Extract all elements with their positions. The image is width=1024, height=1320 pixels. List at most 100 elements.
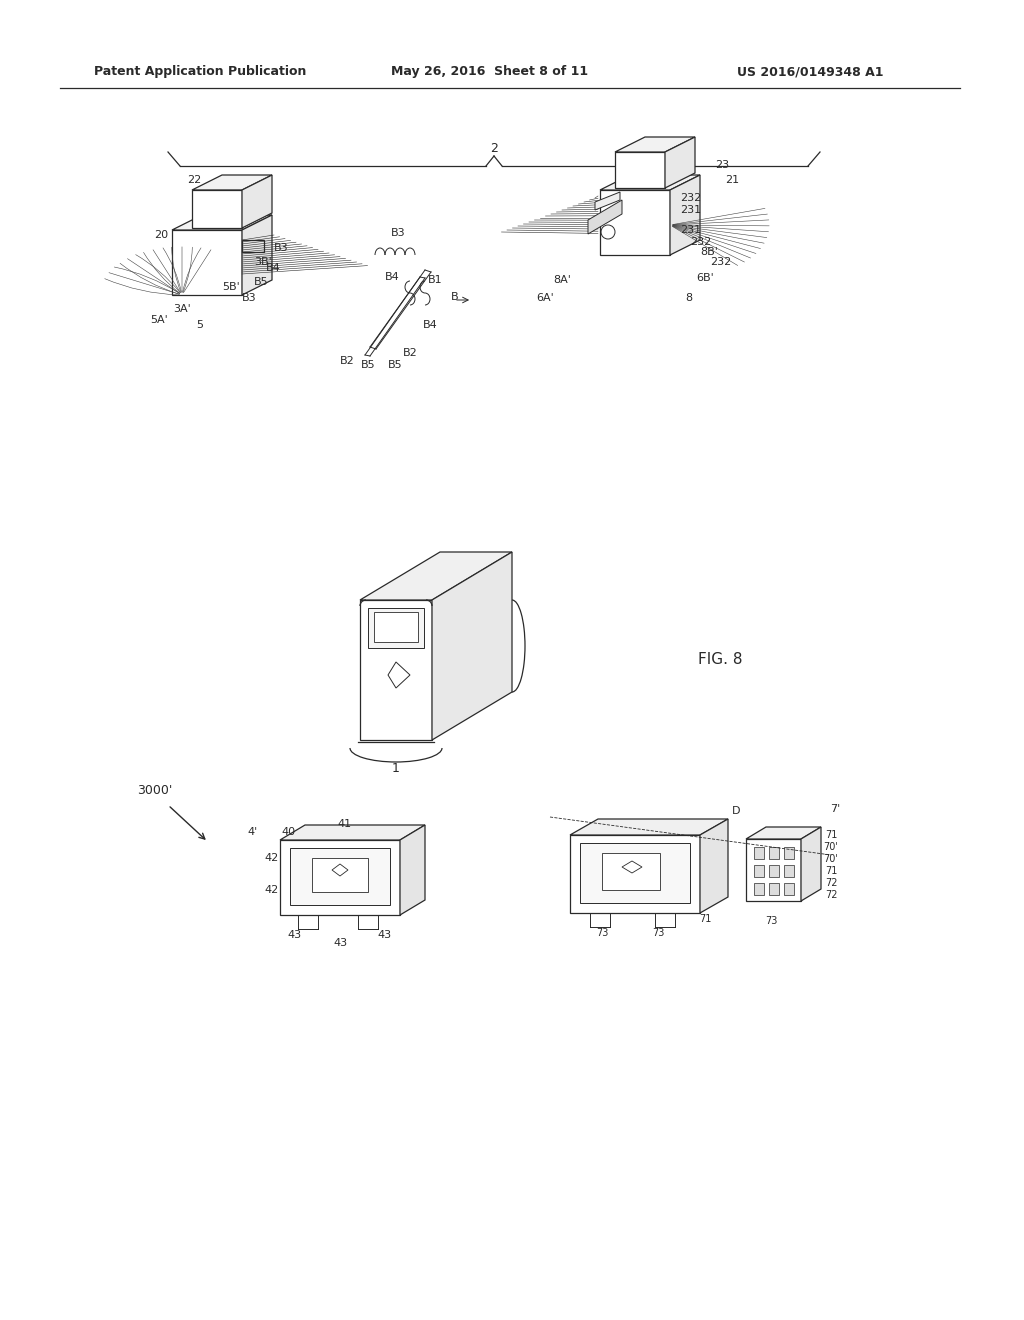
Text: 72: 72 — [824, 878, 838, 888]
Polygon shape — [332, 865, 348, 876]
Text: 71: 71 — [824, 830, 838, 840]
Text: B2: B2 — [402, 348, 418, 358]
Text: B4: B4 — [266, 263, 281, 273]
Polygon shape — [595, 191, 620, 210]
Text: 5B': 5B' — [222, 282, 240, 292]
Polygon shape — [242, 240, 264, 252]
Text: FIG. 8: FIG. 8 — [697, 652, 742, 668]
Polygon shape — [570, 818, 728, 836]
Polygon shape — [172, 215, 272, 230]
Text: B3: B3 — [274, 243, 289, 253]
Text: 72: 72 — [824, 890, 838, 900]
Text: 43: 43 — [333, 939, 347, 948]
Polygon shape — [769, 883, 779, 895]
Text: 8: 8 — [685, 293, 692, 304]
Polygon shape — [193, 190, 242, 228]
Polygon shape — [754, 883, 764, 895]
Text: 232: 232 — [690, 238, 712, 247]
Text: 7': 7' — [829, 804, 840, 814]
Polygon shape — [193, 176, 272, 190]
Text: 22: 22 — [187, 176, 202, 185]
Text: 73: 73 — [652, 928, 665, 939]
Polygon shape — [242, 176, 272, 228]
Polygon shape — [665, 137, 695, 187]
Text: May 26, 2016  Sheet 8 of 11: May 26, 2016 Sheet 8 of 11 — [391, 66, 589, 78]
Polygon shape — [290, 847, 390, 906]
Polygon shape — [242, 215, 272, 294]
Polygon shape — [312, 858, 368, 892]
Polygon shape — [602, 853, 660, 890]
Polygon shape — [580, 843, 690, 903]
Polygon shape — [588, 201, 622, 234]
Polygon shape — [700, 818, 728, 913]
Polygon shape — [374, 612, 418, 642]
Text: 2: 2 — [490, 141, 498, 154]
Text: 41: 41 — [338, 818, 352, 829]
Text: 20: 20 — [154, 230, 168, 240]
Text: 3A': 3A' — [173, 304, 190, 314]
Polygon shape — [360, 601, 432, 741]
Text: 43: 43 — [378, 931, 392, 940]
Polygon shape — [360, 552, 512, 601]
Polygon shape — [400, 825, 425, 915]
Polygon shape — [801, 828, 821, 902]
Text: 5: 5 — [197, 319, 204, 330]
Polygon shape — [784, 847, 794, 859]
Text: 8A': 8A' — [553, 275, 571, 285]
Text: 232: 232 — [680, 193, 701, 203]
Text: 4': 4' — [248, 828, 258, 837]
Text: 71: 71 — [698, 913, 712, 924]
Text: 3B': 3B' — [254, 257, 271, 267]
Text: 23: 23 — [715, 160, 729, 170]
Text: 71: 71 — [824, 866, 838, 876]
Polygon shape — [600, 176, 700, 190]
Text: 73: 73 — [596, 928, 608, 939]
Text: 42: 42 — [265, 853, 280, 863]
Text: 73: 73 — [765, 916, 777, 927]
Text: 8B': 8B' — [700, 247, 718, 257]
Text: B3: B3 — [391, 228, 406, 238]
Text: 42: 42 — [265, 884, 280, 895]
Text: Patent Application Publication: Patent Application Publication — [94, 66, 306, 78]
Text: B1: B1 — [428, 275, 442, 285]
Polygon shape — [280, 825, 425, 840]
Polygon shape — [784, 883, 794, 895]
Text: 70': 70' — [823, 842, 839, 851]
Text: B2: B2 — [340, 356, 354, 366]
Polygon shape — [769, 865, 779, 876]
Polygon shape — [172, 230, 242, 294]
Text: US 2016/0149348 A1: US 2016/0149348 A1 — [736, 66, 884, 78]
Text: 231: 231 — [680, 224, 701, 235]
Text: B4: B4 — [385, 272, 399, 282]
Polygon shape — [746, 840, 801, 902]
Polygon shape — [769, 847, 779, 859]
Text: B5: B5 — [360, 360, 376, 370]
Polygon shape — [754, 847, 764, 859]
Polygon shape — [280, 840, 400, 915]
Text: 232: 232 — [710, 257, 731, 267]
Polygon shape — [615, 137, 695, 152]
Polygon shape — [432, 552, 512, 741]
Text: 5A': 5A' — [150, 315, 168, 325]
Text: 231: 231 — [680, 205, 701, 215]
Text: B5: B5 — [254, 277, 268, 286]
Polygon shape — [368, 609, 424, 648]
Polygon shape — [746, 828, 821, 840]
Polygon shape — [615, 152, 665, 187]
Text: B5: B5 — [388, 360, 402, 370]
Polygon shape — [622, 861, 642, 873]
Text: 3000': 3000' — [137, 784, 173, 796]
Polygon shape — [600, 190, 670, 255]
Polygon shape — [388, 663, 410, 688]
Text: B4: B4 — [423, 319, 437, 330]
Text: 43: 43 — [288, 931, 302, 940]
Text: 70': 70' — [823, 854, 839, 865]
Text: 21: 21 — [725, 176, 739, 185]
Polygon shape — [670, 176, 700, 255]
Text: B3: B3 — [242, 293, 257, 304]
Polygon shape — [754, 865, 764, 876]
Text: 6A': 6A' — [537, 293, 554, 304]
Text: 6B': 6B' — [696, 273, 714, 282]
Text: D: D — [732, 807, 740, 816]
Polygon shape — [784, 865, 794, 876]
